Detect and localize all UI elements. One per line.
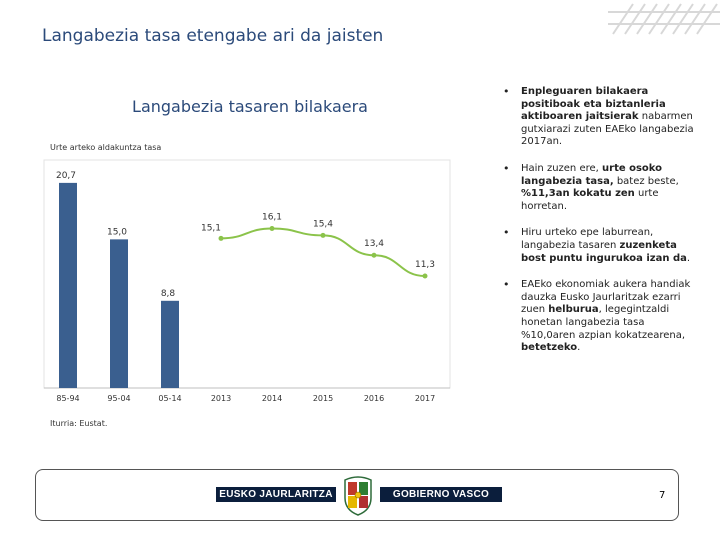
bullet-list: Enpleguaren bilakaera positiboak eta biz…	[503, 86, 698, 369]
line-data-label: 16,1	[262, 212, 282, 222]
line-point	[371, 252, 377, 258]
x-tick-label: 2017	[415, 394, 435, 403]
bar	[59, 182, 77, 388]
chart-source: Iturria: Eustat.	[50, 419, 108, 428]
bar-data-label: 15,0	[107, 227, 127, 237]
bullet-text: betetzeko	[521, 342, 578, 354]
x-tick-label: 2013	[211, 394, 231, 403]
bullet-text: Hain zuzen ere,	[521, 162, 603, 174]
bullet-text: batez beste,	[613, 175, 679, 187]
basque-shield-icon	[344, 476, 372, 516]
x-tick-label: 2016	[364, 394, 384, 403]
bullet-text: nabarmen gutxiarazi zuten EAEko langabez…	[521, 111, 694, 148]
bullet-text: zuzenketa bost puntu ingurukoa izan da	[521, 239, 687, 264]
bullet-text: , legegintzaldi honetan langabezia tasa …	[521, 304, 686, 341]
line-point	[422, 273, 428, 279]
bullet-item: Enpleguaren bilakaera positiboak eta biz…	[503, 86, 698, 149]
bullet-text: %11,3an kokatu zen	[521, 188, 635, 200]
slide-title: Langabezia tasa etengabe ari da jaisten	[42, 26, 384, 46]
bullet-text: Hiru urteko epe laburrean, langabezia ta…	[521, 227, 654, 251]
bullet-text: helburua	[548, 304, 599, 316]
line-point	[320, 232, 326, 238]
bar	[161, 300, 179, 388]
chart-plot-area	[43, 159, 451, 389]
line-point	[269, 225, 275, 231]
chart-ylabel: Urte arteko aldakuntza tasa	[50, 143, 162, 152]
bar-data-label: 8,8	[161, 289, 176, 299]
bullet-item: Hiru urteko epe laburrean, langabezia ta…	[503, 227, 698, 265]
bar	[110, 239, 128, 388]
x-tick-label: 2015	[313, 394, 333, 403]
line-data-label: 15,1	[201, 223, 221, 233]
line-data-label: 13,4	[364, 239, 384, 249]
footer-label-eusko-jaurlaritza: EUSKO JAURLARITZA	[216, 487, 336, 502]
bullet-item: Hain zuzen ere, urte osoko langabezia ta…	[503, 163, 698, 213]
chart-title: Langabezia tasaren bilakaera	[132, 97, 368, 116]
x-tick-label: 85-94	[56, 394, 79, 403]
line-point	[218, 235, 224, 241]
bullet-text: .	[686, 252, 691, 264]
line-data-label: 15,4	[313, 219, 333, 229]
bullet-text: urte horretan.	[521, 188, 659, 212]
x-tick-label: 95-04	[107, 394, 130, 403]
logo-pattern-icon	[608, 3, 720, 35]
line-data-label: 11,3	[415, 260, 435, 270]
bullet-text: EAEko ekonomiak aukera handiak dauzka Eu…	[521, 279, 691, 316]
bullet-text: urte osoko langabezia tasa,	[521, 162, 663, 187]
x-tick-label: 2014	[262, 394, 282, 403]
bullet-item: EAEko ekonomiak aukera handiak dauzka Eu…	[503, 279, 698, 355]
bullet-text: .	[577, 342, 581, 354]
x-tick-label: 05-14	[158, 394, 181, 403]
bullet-text: Enpleguaren bilakaera positiboak eta biz…	[521, 86, 666, 123]
page-number: 7	[659, 490, 666, 501]
footer-label-gobierno-vasco: GOBIERNO VASCO	[380, 487, 502, 502]
bar-data-label: 20,7	[56, 171, 76, 181]
